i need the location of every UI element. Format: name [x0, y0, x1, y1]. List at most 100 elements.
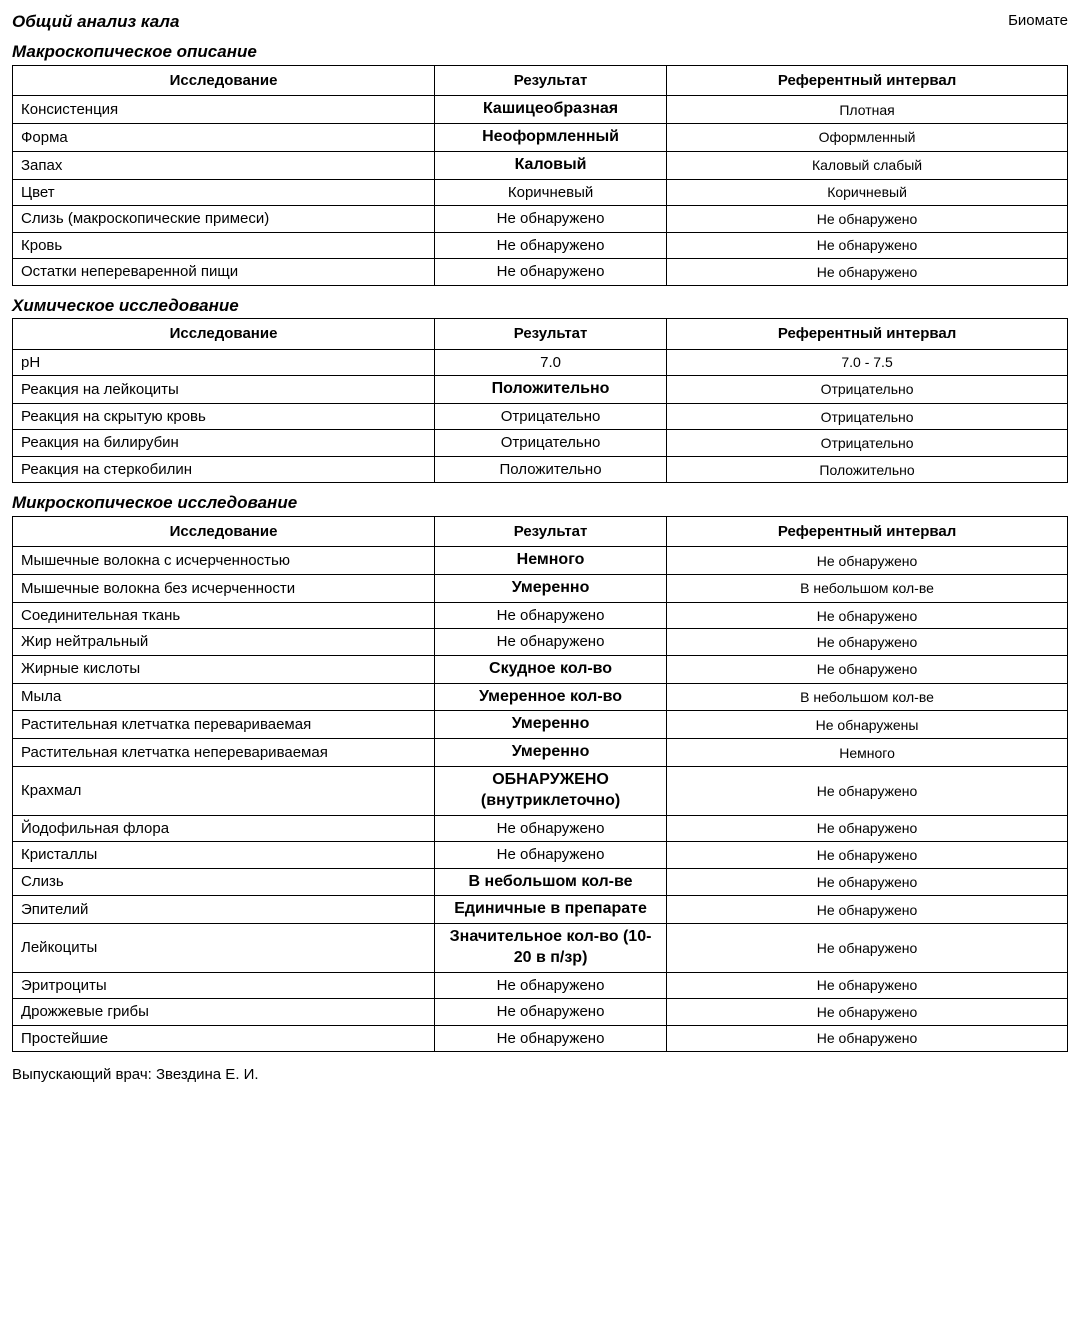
cell-result: Отрицательно: [435, 403, 667, 430]
cell-name: Растительная клетчатка неперевариваемая: [13, 739, 435, 767]
cell-result: Каловый: [435, 151, 667, 179]
cell-result: Умеренно: [435, 739, 667, 767]
column-header-result: Результат: [435, 65, 667, 96]
column-header-reference: Референтный интервал: [667, 319, 1068, 350]
cell-result: Не обнаружено: [435, 602, 667, 629]
table-row: Растительная клетчатка неперевариваемаяУ…: [13, 739, 1068, 767]
cell-reference: 7.0 - 7.5: [667, 349, 1068, 376]
cell-name: Остатки непереваренной пищи: [13, 259, 435, 286]
cell-reference: Не обнаружено: [667, 547, 1068, 575]
cell-result: Умеренное кол-во: [435, 683, 667, 711]
cell-reference: Не обнаружены: [667, 711, 1068, 739]
cell-name: Растительная клетчатка перевариваемая: [13, 711, 435, 739]
cell-result: Немного: [435, 547, 667, 575]
cell-reference: Не обнаружено: [667, 868, 1068, 896]
cell-name: Мышечные волокна без исчерченности: [13, 575, 435, 603]
cell-reference: Немного: [667, 739, 1068, 767]
cell-name: Лейкоциты: [13, 924, 435, 973]
cell-result: 7.0: [435, 349, 667, 376]
cell-reference: Не обнаружено: [667, 655, 1068, 683]
cell-result: Не обнаружено: [435, 972, 667, 999]
results-table: ИсследованиеРезультатРеферентный интерва…: [12, 516, 1068, 1053]
table-row: КристаллыНе обнаруженоНе обнаружено: [13, 842, 1068, 869]
cell-name: Жирные кислоты: [13, 655, 435, 683]
table-row: Йодофильная флораНе обнаруженоНе обнаруж…: [13, 815, 1068, 842]
table-row: Реакция на билирубинОтрицательноОтрицате…: [13, 430, 1068, 457]
cell-name: Реакция на лейкоциты: [13, 376, 435, 404]
cell-result: Единичные в препарате: [435, 896, 667, 924]
cell-result: Не обнаружено: [435, 232, 667, 259]
cell-reference: Отрицательно: [667, 403, 1068, 430]
table-row: Жир нейтральныйНе обнаруженоНе обнаружен…: [13, 629, 1068, 656]
cell-result: Не обнаружено: [435, 629, 667, 656]
column-header-result: Результат: [435, 516, 667, 547]
cell-result: Неоформленный: [435, 124, 667, 152]
cell-reference: Не обнаружено: [667, 815, 1068, 842]
table-row: СлизьВ небольшом кол-веНе обнаружено: [13, 868, 1068, 896]
cell-result: ОБНАРУЖЕНО (внутриклеточно): [435, 767, 667, 816]
results-table: ИсследованиеРезультатРеферентный интерва…: [12, 65, 1068, 286]
table-row: Слизь (макроскопические примеси) Не обнар…: [13, 206, 1068, 233]
cell-result: Отрицательно: [435, 430, 667, 457]
cell-reference: Не обнаружено: [667, 896, 1068, 924]
cell-name: рН: [13, 349, 435, 376]
cell-result: Коричневый: [435, 179, 667, 206]
cell-reference: Не обнаружено: [667, 999, 1068, 1026]
cell-reference: Коричневый: [667, 179, 1068, 206]
cell-result: Умеренно: [435, 711, 667, 739]
cell-name: Соединительная ткань: [13, 602, 435, 629]
cell-name: Эритроциты: [13, 972, 435, 999]
table-row: КонсистенцияКашицеобразнаяПлотная: [13, 96, 1068, 124]
cell-reference: Оформленный: [667, 124, 1068, 152]
table-row: рН7.07.0 - 7.5: [13, 349, 1068, 376]
cell-reference: Не обнаружено: [667, 259, 1068, 286]
section-title: Микроскопическое исследование: [12, 493, 1068, 513]
column-header-reference: Референтный интервал: [667, 65, 1068, 96]
table-row: ПростейшиеНе обнаруженоНе обнаружено: [13, 1025, 1068, 1052]
results-table: ИсследованиеРезультатРеферентный интерва…: [12, 318, 1068, 483]
doctor-line: Выпускающий врач: Звездина Е. И.: [12, 1066, 1068, 1083]
table-row: ФормаНеоформленныйОформленный: [13, 124, 1068, 152]
sections-host: Макроскопическое описаниеИсследованиеРез…: [12, 42, 1068, 1052]
cell-name: Эпителий: [13, 896, 435, 924]
cell-result: В небольшом кол-ве: [435, 868, 667, 896]
table-row: Мышечные волокна с исчерченностьюНемного…: [13, 547, 1068, 575]
cell-name: Жир нейтральный: [13, 629, 435, 656]
cell-name: Мышечные волокна с исчерченностью: [13, 547, 435, 575]
table-row: ЛейкоцитыЗначительное кол-во (10-20 в п/…: [13, 924, 1068, 973]
cell-name: Кровь: [13, 232, 435, 259]
cell-reference: Отрицательно: [667, 376, 1068, 404]
cell-result: Не обнаружено: [435, 1025, 667, 1052]
cell-name: Слизь (макроскопические примеси): [13, 206, 435, 233]
column-header-name: Исследование: [13, 319, 435, 350]
cell-result: Не обнаружено: [435, 259, 667, 286]
cell-reference: Не обнаружено: [667, 206, 1068, 233]
column-header-name: Исследование: [13, 516, 435, 547]
cell-name: Реакция на билирубин: [13, 430, 435, 457]
table-row: ЭритроцитыНе обнаруженоНе обнаружено: [13, 972, 1068, 999]
cell-name: Форма: [13, 124, 435, 152]
table-row: Реакция на скрытую кровьОтрицательноОтри…: [13, 403, 1068, 430]
biomaterial-label: Биомате: [1008, 12, 1068, 29]
cell-name: Слизь: [13, 868, 435, 896]
cell-reference: В небольшом кол-ве: [667, 683, 1068, 711]
column-header-name: Исследование: [13, 65, 435, 96]
cell-result: Положительно: [435, 376, 667, 404]
section-title: Химическое исследование: [12, 296, 1068, 316]
cell-result: Скудное кол-во: [435, 655, 667, 683]
table-row: КрахмалОБНАРУЖЕНО (внутриклеточно)Не обн…: [13, 767, 1068, 816]
cell-result: Положительно: [435, 456, 667, 483]
cell-reference: Каловый слабый: [667, 151, 1068, 179]
cell-name: Йодофильная флора: [13, 815, 435, 842]
cell-name: Кристаллы: [13, 842, 435, 869]
cell-result: Не обнаружено: [435, 815, 667, 842]
cell-name: Мыла: [13, 683, 435, 711]
table-row: Остатки непереваренной пищиНе обнаружено…: [13, 259, 1068, 286]
table-row: ЦветКоричневыйКоричневый: [13, 179, 1068, 206]
cell-reference: Не обнаружено: [667, 629, 1068, 656]
table-row: Мышечные волокна без исчерченностиУмерен…: [13, 575, 1068, 603]
cell-name: Реакция на стеркобилин: [13, 456, 435, 483]
table-row: ЭпителийЕдиничные в препаратеНе обнаруже…: [13, 896, 1068, 924]
table-row: Реакция на стеркобилинПоложительноПоложи…: [13, 456, 1068, 483]
cell-reference: Не обнаружено: [667, 1025, 1068, 1052]
